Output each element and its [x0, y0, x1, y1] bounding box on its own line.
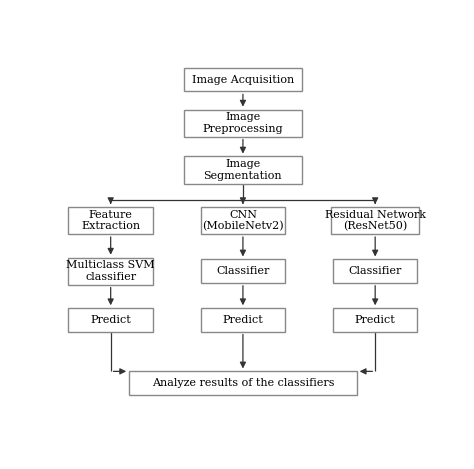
Text: Predict: Predict	[355, 315, 395, 325]
FancyBboxPatch shape	[201, 259, 285, 283]
FancyBboxPatch shape	[68, 308, 153, 332]
FancyBboxPatch shape	[331, 207, 419, 234]
FancyBboxPatch shape	[184, 110, 301, 136]
Text: Image
Preprocessing: Image Preprocessing	[202, 112, 283, 134]
Text: Image Acquisition: Image Acquisition	[192, 75, 294, 85]
FancyBboxPatch shape	[184, 68, 301, 91]
FancyBboxPatch shape	[184, 157, 301, 183]
Text: Image
Segmentation: Image Segmentation	[204, 159, 282, 181]
FancyBboxPatch shape	[201, 308, 285, 332]
FancyBboxPatch shape	[333, 259, 418, 283]
Text: Multiclass SVM
classifier: Multiclass SVM classifier	[66, 260, 155, 282]
Text: Predict: Predict	[223, 315, 263, 325]
FancyBboxPatch shape	[68, 207, 153, 234]
Text: Predict: Predict	[91, 315, 131, 325]
FancyBboxPatch shape	[129, 371, 357, 395]
FancyBboxPatch shape	[333, 308, 418, 332]
Text: Residual Network
(ResNet50): Residual Network (ResNet50)	[325, 210, 426, 232]
Text: Classifier: Classifier	[216, 266, 270, 276]
Text: CNN
(MobileNetv2): CNN (MobileNetv2)	[202, 210, 284, 232]
FancyBboxPatch shape	[201, 207, 285, 234]
Text: Analyze results of the classifiers: Analyze results of the classifiers	[152, 378, 334, 388]
FancyBboxPatch shape	[68, 257, 153, 285]
Text: Feature
Extraction: Feature Extraction	[81, 210, 140, 231]
Text: Classifier: Classifier	[348, 266, 402, 276]
